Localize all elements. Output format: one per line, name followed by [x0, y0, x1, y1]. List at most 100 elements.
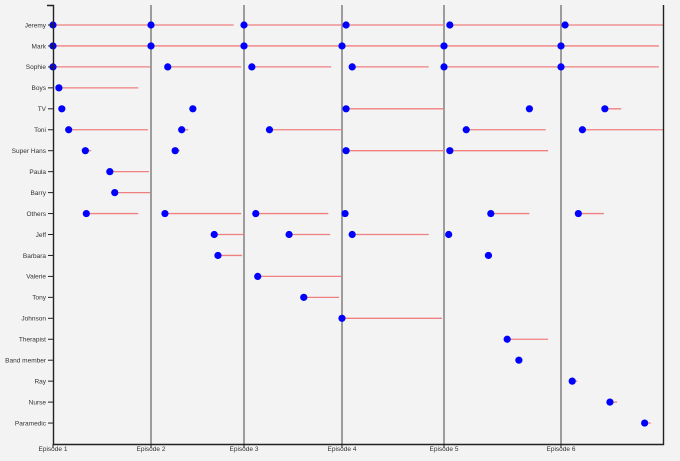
appearance-dot[interactable] — [484, 251, 493, 260]
appearance-dot[interactable] — [189, 105, 197, 113]
appearance-dot[interactable] — [265, 126, 274, 134]
row-super-hans — [81, 147, 549, 155]
row-others — [82, 209, 604, 218]
y-axis-label: Ray — [34, 378, 46, 385]
row-therapist — [503, 335, 549, 343]
appearance-dot[interactable] — [348, 63, 356, 71]
appearance-dot[interactable] — [348, 230, 356, 239]
row-sophie — [49, 63, 659, 71]
row-paramedic — [641, 419, 651, 427]
appearance-dot[interactable] — [338, 42, 346, 50]
appearance-dot[interactable] — [641, 419, 649, 427]
x-axis-label: Episode 3 — [230, 446, 259, 453]
y-axis-label: Toni — [34, 127, 46, 134]
appearance-dot[interactable] — [252, 209, 260, 218]
y-axis-label: Nurse — [29, 399, 47, 406]
appearance-dot[interactable] — [240, 42, 248, 50]
appearance-dot[interactable] — [342, 21, 350, 29]
x-axis-label: Episode 5 — [430, 446, 459, 453]
x-axis-label: Episode 2 — [137, 446, 166, 453]
appearance-dot[interactable] — [285, 230, 293, 239]
y-axis-label: Johnson — [21, 316, 46, 323]
appearance-dot[interactable] — [248, 63, 256, 71]
appearance-dot[interactable] — [171, 147, 179, 155]
appearance-dot[interactable] — [214, 251, 222, 260]
appearance-dot[interactable] — [557, 42, 565, 50]
y-axis-label: Barbara — [23, 253, 47, 260]
appearance-dot[interactable] — [147, 42, 155, 50]
y-axis-label: Paramedic — [15, 420, 47, 427]
row-tony — [300, 293, 340, 301]
y-axis-label: TV — [38, 106, 47, 113]
y-axis-label: Paula — [29, 169, 46, 176]
y-axis-label: Sophie — [26, 64, 47, 71]
x-axis-label: Episode 6 — [547, 446, 576, 453]
episode-gridlines — [150, 5, 562, 444]
appearance-dot[interactable] — [65, 126, 73, 134]
appearance-dot[interactable] — [338, 314, 346, 322]
x-axis-label: Episode 4 — [328, 446, 357, 453]
row-johnson — [338, 314, 442, 322]
y-axis-label: Tony — [32, 295, 46, 302]
appearance-dot[interactable] — [55, 84, 63, 92]
appearance-dot[interactable] — [300, 293, 308, 301]
appearance-dot[interactable] — [440, 42, 448, 50]
row-tv — [58, 105, 622, 113]
appearance-dot[interactable] — [164, 63, 172, 71]
appearance-dot[interactable] — [601, 105, 609, 113]
row-toni — [65, 126, 663, 134]
appearance-dot[interactable] — [254, 272, 262, 280]
appearance-dot[interactable] — [503, 335, 511, 343]
y-axis-label: Therapist — [19, 337, 46, 344]
appearance-dot[interactable] — [568, 377, 576, 385]
row-jeremy — [49, 21, 663, 29]
appearance-dot[interactable] — [446, 21, 454, 29]
y-axis-label: Mark — [32, 43, 47, 50]
y-axis-label: Band member — [5, 358, 47, 365]
appearance-dot[interactable] — [561, 21, 569, 29]
appearance-dot[interactable] — [557, 63, 565, 71]
y-axis-label: Boys — [32, 85, 47, 92]
appearance-dot[interactable] — [342, 147, 350, 155]
y-axis-label: Valerie — [26, 274, 46, 281]
row-ray — [568, 377, 578, 385]
appearance-dot[interactable] — [161, 209, 169, 218]
character-rows — [49, 21, 663, 427]
y-axis-label: Super Hans — [12, 148, 47, 155]
x-axis-label: Episode 1 — [39, 446, 68, 453]
appearance-dot[interactable] — [106, 168, 114, 176]
appearance-dot[interactable] — [606, 398, 614, 406]
row-barry — [111, 189, 151, 197]
row-mark — [49, 42, 659, 50]
appearance-dot[interactable] — [462, 126, 470, 134]
appearance-dot[interactable] — [178, 126, 186, 134]
row-nurse — [606, 398, 618, 406]
appearance-dot[interactable] — [578, 126, 587, 134]
row-paula — [106, 168, 150, 176]
appearance-dot[interactable] — [58, 105, 66, 113]
y-axis-label: Others — [26, 211, 46, 218]
appearance-dot[interactable] — [111, 189, 119, 197]
row-barbara — [214, 251, 493, 260]
appearance-dot[interactable] — [210, 230, 218, 239]
appearance-dot[interactable] — [515, 356, 523, 364]
appearance-dot[interactable] — [574, 209, 582, 218]
appearance-dot[interactable] — [147, 21, 155, 29]
y-axis-label: Jeremy — [25, 22, 47, 29]
appearance-dot[interactable] — [446, 147, 454, 155]
appearance-dot[interactable] — [342, 105, 350, 113]
appearance-dot[interactable] — [525, 105, 534, 113]
row-boys — [55, 84, 139, 92]
appearance-dot[interactable] — [440, 63, 448, 71]
y-axis-label: Jeff — [36, 232, 47, 239]
appearance-dot[interactable] — [82, 209, 90, 218]
appearance-dot[interactable] — [81, 147, 89, 155]
row-jeff — [210, 230, 453, 239]
appearance-dot[interactable] — [445, 230, 453, 239]
appearance-dot[interactable] — [341, 209, 349, 218]
row-valerie — [254, 272, 342, 280]
appearance-dot[interactable] — [240, 21, 248, 29]
appearance-dot[interactable] — [487, 209, 495, 218]
